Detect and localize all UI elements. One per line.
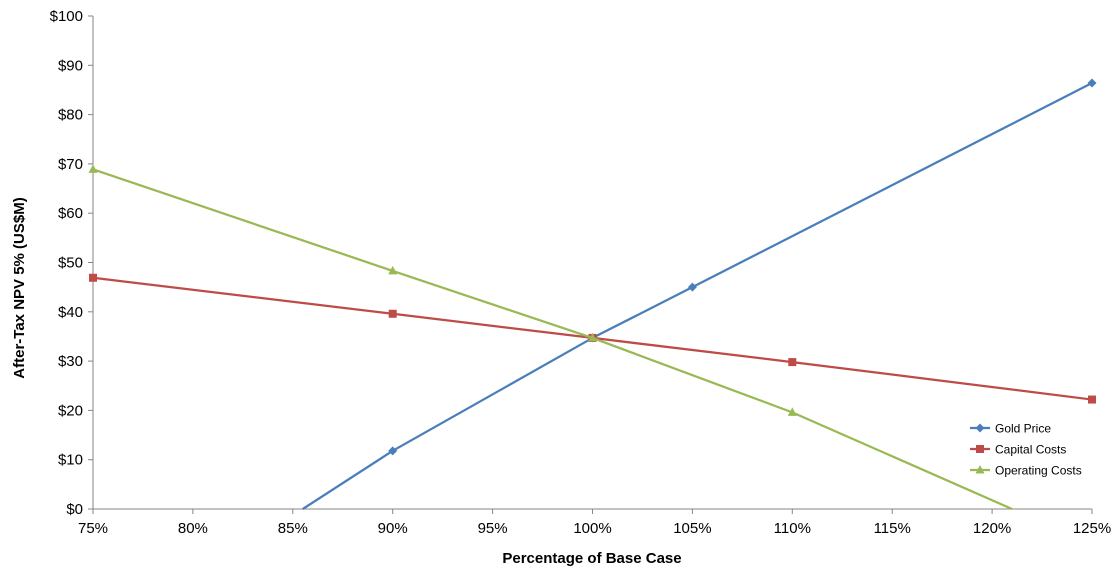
legend-item-capital-costs: Capital Costs	[970, 443, 1066, 457]
operating-costs-line	[93, 169, 1012, 509]
legend-swatch-marker	[976, 445, 984, 453]
x-tick-label: 80%	[178, 520, 208, 537]
y-tick-label: $30	[58, 353, 83, 370]
operating-costs-point	[89, 164, 98, 173]
y-tick-label: $10	[58, 452, 83, 469]
x-tick-label: 75%	[78, 520, 108, 537]
legend-label: Gold Price	[995, 422, 1051, 436]
x-tick-label: 105%	[673, 520, 711, 537]
series-gold-price	[303, 79, 1097, 509]
capital-costs-point	[788, 358, 796, 366]
legend: Gold Price Capital Costs Operating Costs	[970, 422, 1082, 478]
y-axis-title: After-Tax NPV 5% (US$M)	[11, 197, 28, 378]
axes: $0 $10 $20 $30 $40 $50 $60 $70 $80 $90 $100 75% 80% 8…	[50, 8, 1112, 537]
legend-item-operating-costs: Operating Costs	[970, 464, 1082, 478]
gold-price-line	[303, 83, 1092, 509]
y-tick-label: $0	[66, 501, 83, 518]
y-tick-label: $50	[58, 255, 83, 272]
series-operating-costs	[89, 164, 1013, 509]
x-tick-label: 120%	[973, 520, 1011, 537]
legend-label: Operating Costs	[995, 464, 1082, 478]
y-tick-label: $70	[58, 156, 83, 173]
series-layer	[89, 79, 1097, 509]
x-tick-label: 90%	[378, 520, 408, 537]
legend-swatch-marker	[976, 424, 985, 433]
y-tick-label: $90	[58, 57, 83, 74]
y-tick-label: $20	[58, 402, 83, 419]
x-tick-label: 95%	[478, 520, 508, 537]
capital-costs-point	[89, 274, 97, 282]
x-tick-label: 85%	[278, 520, 308, 537]
x-tick-label: 110%	[774, 520, 811, 537]
x-tick-label: 100%	[573, 520, 611, 537]
legend-label: Capital Costs	[995, 443, 1066, 457]
y-tick-label: $40	[58, 304, 83, 321]
capital-costs-point	[389, 310, 397, 318]
y-tick-label: $60	[58, 205, 83, 222]
x-axis-title: Percentage of Base Case	[502, 550, 681, 567]
y-tick-label: $80	[58, 107, 83, 124]
x-tick-label: 125%	[1073, 520, 1111, 537]
x-tick-label: 115%	[874, 520, 911, 537]
gold-price-point	[688, 283, 697, 292]
gold-price-point	[1088, 79, 1097, 88]
capital-costs-point	[1088, 396, 1096, 404]
legend-item-gold-price: Gold Price	[970, 422, 1051, 436]
y-tick-label: $100	[50, 8, 83, 25]
